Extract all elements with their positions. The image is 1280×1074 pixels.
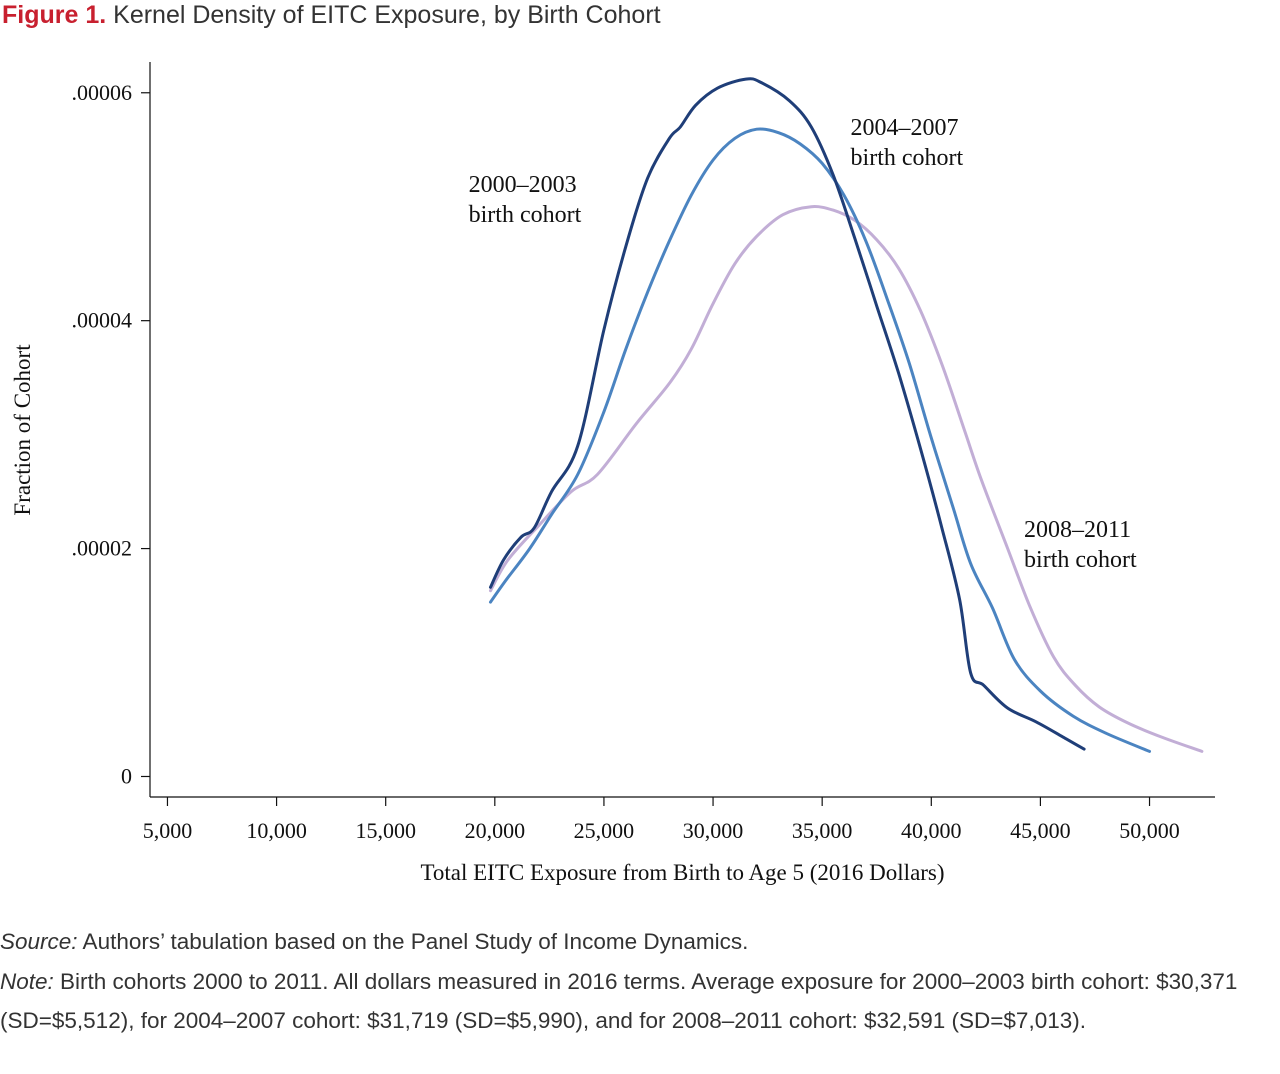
series-label-line: birth cohort: [851, 145, 964, 171]
chart-axes: 5,000 10,000 15,000 20,000 25,000 30,000 35,00…: [10, 62, 1215, 885]
series-label-line: 2004–2007: [851, 115, 959, 141]
y-tick-label: 0: [121, 763, 132, 788]
series-label-line: birth cohort: [1024, 547, 1137, 573]
y-tick-label: .00002: [72, 536, 133, 561]
x-tick-label: 45,000: [1010, 818, 1071, 843]
y-tick-label: .00004: [72, 308, 133, 333]
x-tick-label: 15,000: [355, 818, 416, 843]
source-note: Source: Authors’ tabulation based on the…: [0, 922, 1280, 962]
x-tick-label: 50,000: [1119, 818, 1180, 843]
chart-series-labels: 2000–2003 birth cohort 2004–2007 birth coho…: [469, 115, 1137, 573]
figure-title: Figure 1. Kernel Density of EITC Exposur…: [2, 0, 661, 30]
density-chart: 5,000 10,000 15,000 20,000 25,000 30,000 35,00…: [10, 62, 1215, 885]
note-text: Birth cohorts 2000 to 2011. All dollars …: [0, 968, 1238, 1034]
series-label-line: birth cohort: [469, 202, 582, 228]
x-tick-label: 25,000: [574, 818, 635, 843]
x-tick-label: 5,000: [143, 818, 193, 843]
series-label-1: 2000–2003 birth cohort: [469, 172, 582, 228]
series-label-line: 2008–2011: [1024, 517, 1131, 543]
figure-number: Figure 1.: [2, 1, 107, 29]
chart-series: [489, 77, 1204, 753]
note-paragraph: Note: Birth cohorts 2000 to 2011. All do…: [0, 962, 1280, 1041]
source-label: Source:: [0, 929, 78, 954]
figure-title-text: Kernel Density of EITC Exposure, by Birt…: [113, 1, 661, 29]
x-tick-label: 10,000: [246, 818, 307, 843]
x-tick-label: 40,000: [901, 818, 962, 843]
note-label: Note:: [0, 968, 54, 994]
x-tick-label: 35,000: [792, 818, 853, 843]
series-label-2: 2004–2007 birth cohort: [851, 115, 964, 171]
x-tick-label: 30,000: [683, 818, 744, 843]
figure-notes: Source: Authors’ tabulation based on the…: [0, 922, 1280, 1041]
y-axis-title: Fraction of Cohort: [10, 344, 35, 516]
series-line-3: [489, 205, 1204, 753]
source-text: Authors’ tabulation based on the Panel S…: [77, 929, 749, 954]
series-label-3: 2008–2011 birth cohort: [1024, 517, 1137, 573]
x-axis-title: Total EITC Exposure from Birth to Age 5 …: [420, 860, 944, 885]
x-tick-label: 20,000: [465, 818, 526, 843]
y-tick-label: .00006: [72, 80, 133, 105]
series-label-line: 2000–2003: [469, 172, 577, 198]
series-line-1: [489, 77, 1086, 751]
series-line-2: [489, 127, 1151, 753]
